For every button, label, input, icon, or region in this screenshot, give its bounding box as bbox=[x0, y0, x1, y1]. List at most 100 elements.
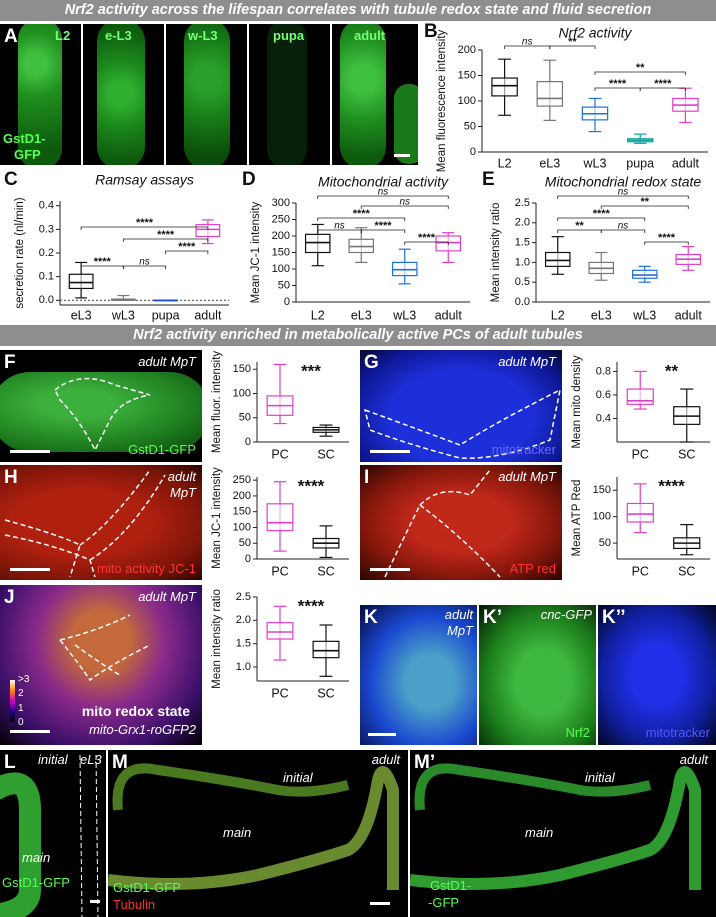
x-tick-label: L2 bbox=[311, 308, 325, 322]
y-tick-label: 1.5 bbox=[236, 638, 251, 650]
significance-label: ** bbox=[568, 36, 577, 48]
y-tick-label: 250 bbox=[272, 213, 290, 225]
marker-label: GstD1-GFP bbox=[113, 880, 181, 895]
stage-label: L2 bbox=[55, 28, 71, 43]
x-tick-label: wL3 bbox=[111, 308, 135, 322]
significance-label: **** bbox=[353, 208, 371, 220]
significance-bracket bbox=[600, 229, 646, 233]
panel-label: H bbox=[4, 467, 18, 488]
panel-label: K’’ bbox=[602, 607, 626, 628]
marker-label: GstD1- bbox=[430, 878, 472, 893]
significance-bracket bbox=[165, 250, 209, 254]
image-caption: main bbox=[525, 825, 554, 840]
significance-bracket bbox=[317, 195, 449, 199]
image-caption: initial bbox=[38, 752, 68, 767]
scale-bar bbox=[368, 733, 396, 736]
y-tick-label: 0.8 bbox=[596, 365, 611, 377]
y-tick-label: 150 bbox=[593, 484, 611, 496]
colorbar-label: 1 bbox=[18, 703, 24, 714]
marker-label: mito activity JC-1 bbox=[97, 561, 196, 576]
significance-bracket bbox=[557, 195, 689, 199]
significance-bracket bbox=[122, 265, 167, 269]
significance-label: **** bbox=[658, 476, 685, 495]
x-tick-label: SC bbox=[317, 564, 334, 578]
significance-bracket bbox=[644, 241, 689, 245]
marker-label: Tubulin bbox=[113, 897, 156, 912]
x-tick-label: L2 bbox=[498, 156, 512, 170]
marker-label: -GFP bbox=[428, 895, 460, 910]
image-caption: adult bbox=[371, 752, 400, 767]
y-tick-label: 50 bbox=[464, 120, 476, 132]
significance-label: **** bbox=[136, 217, 154, 229]
y-tick-label: 0.4 bbox=[39, 200, 54, 212]
panel-label: F bbox=[4, 352, 16, 373]
y-tick-label: 50 bbox=[239, 537, 251, 549]
image-caption: main bbox=[223, 825, 252, 840]
scale-bar bbox=[370, 568, 410, 571]
colorbar-label: 2 bbox=[18, 688, 24, 699]
y-tick-label: 0.0 bbox=[39, 294, 54, 306]
colorbar-label: 0 bbox=[18, 717, 24, 728]
significance-label: **** bbox=[298, 596, 325, 615]
significance-label: ns bbox=[139, 257, 150, 268]
y-tick-label: 0.3 bbox=[39, 223, 54, 235]
box bbox=[266, 622, 294, 640]
scale-bar bbox=[10, 730, 50, 733]
x-tick-label: eL3 bbox=[539, 156, 560, 170]
x-tick-label: SC bbox=[678, 447, 695, 461]
significance-label: **** bbox=[178, 241, 196, 253]
x-tick-label: pupa bbox=[626, 156, 654, 170]
image-caption: adult bbox=[679, 752, 708, 767]
chart: D Mitochondrial activity Mean JC-1 intensi… bbox=[242, 169, 470, 322]
x-tick-label: eL3 bbox=[71, 308, 92, 322]
x-tick-label: PC bbox=[632, 447, 649, 461]
y-tick-label: 150 bbox=[272, 246, 290, 258]
y-tick-label: 150 bbox=[233, 506, 251, 518]
box bbox=[626, 502, 654, 523]
scale-bar bbox=[370, 902, 390, 905]
y-tick-label: 2.5 bbox=[236, 591, 251, 603]
stage-label: e-L3 bbox=[105, 28, 132, 43]
box bbox=[544, 251, 571, 267]
significance-label: ns bbox=[334, 221, 345, 232]
micrograph: adult bbox=[332, 24, 418, 165]
significance-label: ** bbox=[665, 361, 679, 380]
y-tick-label: 0.0 bbox=[515, 296, 530, 308]
significance-label: ns bbox=[618, 221, 629, 232]
marker-label: mitotracker bbox=[645, 725, 710, 740]
marker-label: mitotracker bbox=[491, 442, 556, 457]
significance-bracket bbox=[639, 87, 686, 91]
marker-label: GstD1-GFP bbox=[128, 442, 196, 457]
image-caption: eL3 bbox=[80, 752, 102, 767]
significance-bracket bbox=[600, 205, 689, 209]
significance-label: **** bbox=[609, 78, 627, 90]
significance-label: **** bbox=[654, 78, 672, 90]
y-tick-label: 100 bbox=[233, 521, 251, 533]
x-tick-label: adult bbox=[194, 308, 222, 322]
chart: Mean ATP Red 50 100 150 PC SC **** bbox=[571, 476, 710, 578]
image-caption: adult MpT bbox=[498, 469, 556, 484]
y-tick-label: 1.0 bbox=[236, 661, 251, 673]
y-tick-label: 50 bbox=[599, 537, 611, 549]
image-caption: cnc-GFP bbox=[540, 607, 592, 622]
stage-label: w-L3 bbox=[188, 28, 218, 43]
section-title: Nrf2 activity enriched in metabolically … bbox=[0, 325, 716, 346]
panel-label: M bbox=[112, 752, 128, 773]
significance-bracket bbox=[360, 229, 406, 233]
y-tick-label: 0.4 bbox=[596, 412, 611, 424]
significance-label: **** bbox=[374, 220, 392, 232]
x-tick-label: adult bbox=[435, 308, 463, 322]
x-tick-label: SC bbox=[678, 564, 695, 578]
y-axis-label: Mean ATP Red bbox=[571, 480, 583, 557]
marker-label: GstD1-GFP bbox=[2, 875, 70, 890]
marker-label: GstD1- bbox=[3, 131, 46, 146]
x-tick-label: eL3 bbox=[591, 308, 612, 322]
significance-bracket bbox=[360, 205, 449, 209]
image-caption: initial bbox=[585, 770, 615, 785]
image-caption: adult MpT bbox=[138, 589, 196, 604]
x-tick-label: PC bbox=[271, 447, 288, 461]
box bbox=[536, 81, 564, 107]
marker-label: mito-Grx1-roGFP2 bbox=[89, 722, 196, 737]
